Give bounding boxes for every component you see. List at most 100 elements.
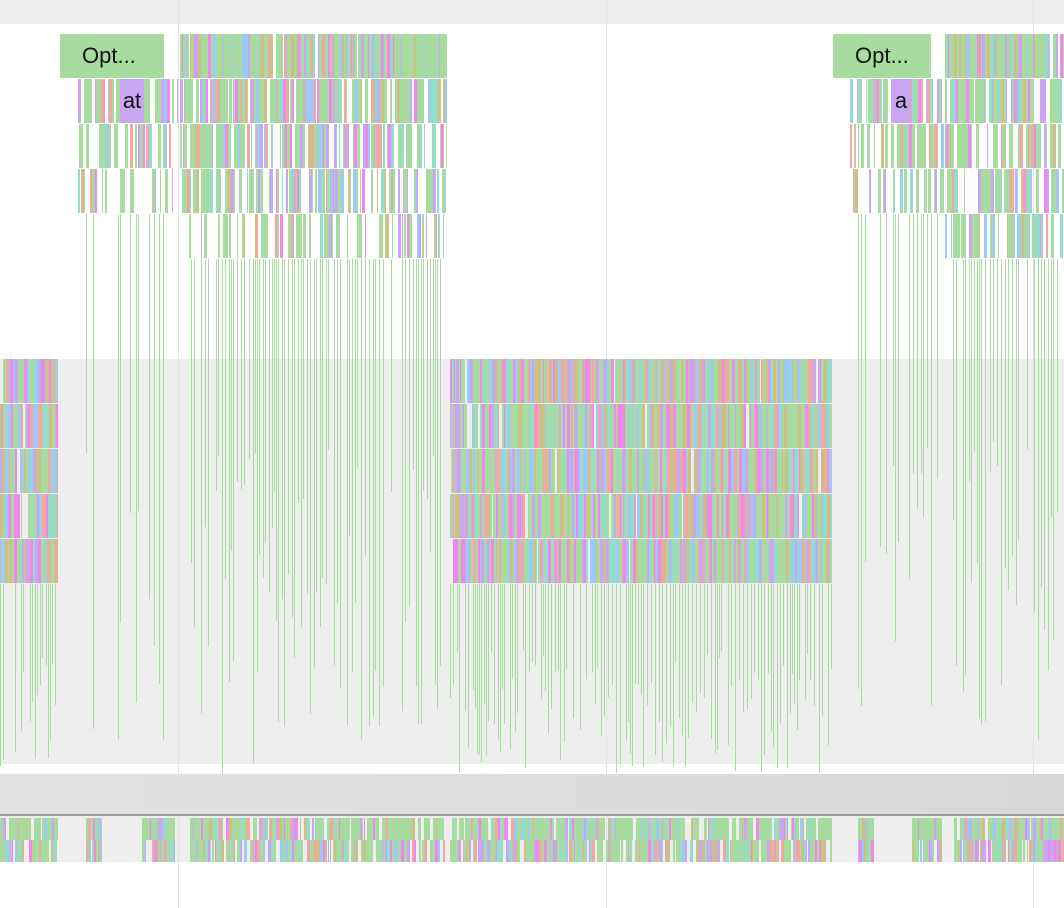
flame-bar[interactable] bbox=[1033, 79, 1034, 123]
flame-bar-tail[interactable] bbox=[595, 584, 596, 704]
overview-bar[interactable] bbox=[228, 840, 229, 862]
overview-bar[interactable] bbox=[20, 818, 23, 840]
overview-bar[interactable] bbox=[685, 840, 687, 862]
flame-bar-tail[interactable] bbox=[225, 259, 226, 580]
flame-bar[interactable] bbox=[577, 404, 578, 448]
flame-bar-tail[interactable] bbox=[771, 584, 772, 733]
flame-bar[interactable] bbox=[407, 214, 408, 258]
flame-bar[interactable] bbox=[1033, 34, 1034, 78]
overview-bar[interactable] bbox=[1045, 840, 1048, 862]
overview-bar[interactable] bbox=[220, 818, 222, 840]
flame-bar-tail[interactable] bbox=[504, 584, 505, 725]
flame-bar-tail[interactable] bbox=[764, 584, 765, 755]
flame-bar[interactable] bbox=[978, 214, 979, 258]
flame-bar[interactable] bbox=[719, 494, 722, 538]
overview-bar[interactable] bbox=[676, 818, 677, 840]
overview-bar[interactable] bbox=[381, 840, 382, 862]
flame-bar[interactable] bbox=[801, 404, 803, 448]
overview-bar[interactable] bbox=[813, 840, 815, 862]
flame-bar[interactable] bbox=[390, 34, 391, 78]
flame-bar[interactable] bbox=[454, 539, 457, 583]
flame-bar-tail[interactable] bbox=[977, 259, 978, 563]
flame-bar-tail[interactable] bbox=[3, 584, 4, 760]
flame-bar[interactable] bbox=[534, 539, 536, 583]
overview-bar[interactable] bbox=[599, 818, 600, 840]
flame-bar[interactable] bbox=[686, 539, 689, 583]
flame-bar[interactable] bbox=[455, 494, 457, 538]
flame-bar[interactable] bbox=[465, 494, 468, 538]
overview-bar[interactable] bbox=[988, 840, 990, 862]
flame-bar[interactable] bbox=[810, 449, 813, 493]
flame-bar[interactable] bbox=[21, 539, 22, 583]
flame-bar[interactable] bbox=[769, 539, 772, 583]
flame-bar[interactable] bbox=[934, 169, 935, 213]
flame-bar-tail[interactable] bbox=[93, 214, 94, 730]
flame-bar[interactable] bbox=[203, 124, 205, 168]
flame-bar[interactable] bbox=[633, 449, 634, 493]
flame-bar[interactable] bbox=[14, 494, 17, 538]
flame-bar[interactable] bbox=[409, 214, 412, 258]
overview-bar[interactable] bbox=[247, 818, 250, 840]
flame-bar[interactable] bbox=[216, 124, 219, 168]
flame-bar[interactable] bbox=[352, 34, 353, 78]
flame-bar-tail[interactable] bbox=[35, 584, 36, 759]
overview-bar[interactable] bbox=[354, 818, 357, 840]
flame-bar[interactable] bbox=[748, 449, 751, 493]
flame-bar[interactable] bbox=[549, 404, 551, 448]
flame-bar[interactable] bbox=[323, 124, 324, 168]
flame-bar[interactable] bbox=[197, 124, 200, 168]
flame-bar[interactable] bbox=[480, 359, 482, 403]
overview-bar[interactable] bbox=[869, 818, 871, 840]
flame-bar[interactable] bbox=[707, 449, 708, 493]
flame-bar[interactable] bbox=[561, 539, 564, 583]
flame-bar[interactable] bbox=[762, 404, 765, 448]
flame-bar[interactable] bbox=[462, 404, 463, 448]
flame-bar-tail[interactable] bbox=[435, 259, 436, 686]
flame-bar-tail[interactable] bbox=[50, 584, 51, 741]
overview-bar[interactable] bbox=[452, 818, 453, 840]
overview-bar[interactable] bbox=[262, 840, 263, 862]
flame-bar[interactable] bbox=[655, 404, 657, 448]
flame-bar[interactable] bbox=[486, 449, 489, 493]
flame-bar[interactable] bbox=[858, 124, 859, 168]
overview-bar[interactable] bbox=[312, 818, 314, 840]
flame-bar[interactable] bbox=[657, 404, 660, 448]
flame-bar[interactable] bbox=[636, 539, 638, 583]
overview-bar[interactable] bbox=[98, 840, 100, 862]
flame-bar[interactable] bbox=[698, 539, 700, 583]
overview-bar[interactable] bbox=[96, 840, 98, 862]
overview-bar[interactable] bbox=[720, 818, 723, 840]
flame-bar[interactable] bbox=[637, 404, 638, 448]
overview-bar[interactable] bbox=[377, 840, 380, 862]
overview-bar[interactable] bbox=[655, 840, 658, 862]
flame-bar[interactable] bbox=[581, 404, 584, 448]
flame-bar[interactable] bbox=[190, 124, 192, 168]
flame-bar[interactable] bbox=[649, 359, 651, 403]
flame-bar[interactable] bbox=[737, 449, 739, 493]
flame-bar-tail[interactable] bbox=[402, 259, 403, 712]
flame-bar[interactable] bbox=[415, 34, 416, 78]
overview-bar[interactable] bbox=[643, 840, 646, 862]
flame-bar[interactable] bbox=[259, 34, 260, 78]
flame-bar[interactable] bbox=[381, 34, 383, 78]
flame-bar[interactable] bbox=[909, 124, 912, 168]
flame-bar[interactable] bbox=[761, 359, 762, 403]
flame-bar[interactable] bbox=[907, 124, 909, 168]
overview-bar[interactable] bbox=[569, 840, 572, 862]
flame-bar[interactable] bbox=[645, 449, 646, 493]
flame-bar[interactable] bbox=[993, 214, 995, 258]
flame-bar[interactable] bbox=[46, 359, 49, 403]
flame-bar[interactable] bbox=[505, 404, 508, 448]
flame-bar[interactable] bbox=[220, 169, 221, 213]
flame-bar-tail[interactable] bbox=[913, 214, 914, 474]
overview-bar[interactable] bbox=[261, 818, 263, 840]
flame-bar[interactable] bbox=[365, 34, 366, 78]
overview-bar[interactable] bbox=[648, 840, 651, 862]
flame-bar[interactable] bbox=[1027, 169, 1030, 213]
flame-bar[interactable] bbox=[528, 404, 529, 448]
flame-bar[interactable] bbox=[84, 79, 87, 123]
flame-bar[interactable] bbox=[378, 79, 380, 123]
flame-bar-tail[interactable] bbox=[728, 584, 729, 746]
flame-bar[interactable] bbox=[466, 539, 469, 583]
flame-bar[interactable] bbox=[295, 124, 298, 168]
